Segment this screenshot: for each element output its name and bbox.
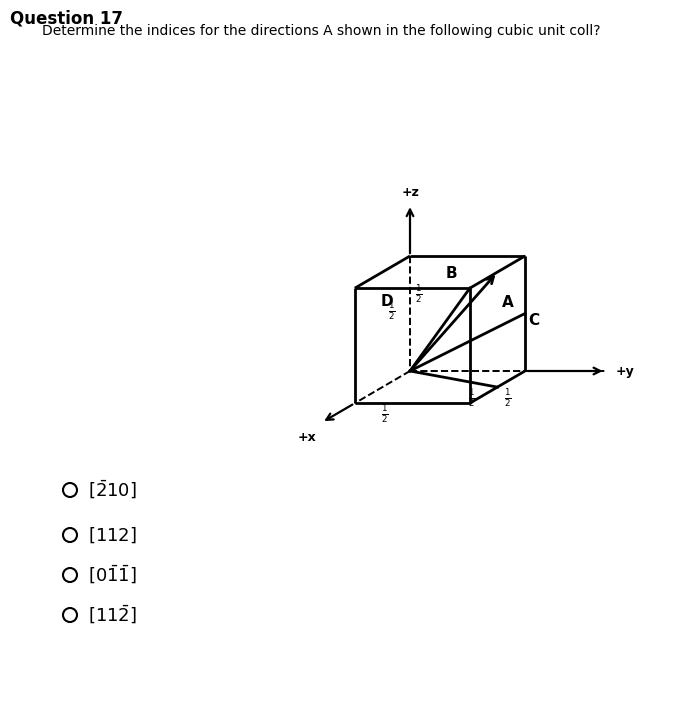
Text: D: D — [381, 294, 393, 309]
Text: $\frac{1}{2}$: $\frac{1}{2}$ — [381, 403, 388, 425]
Text: $[112]$: $[112]$ — [88, 526, 137, 545]
Text: $[11\bar{2}]$: $[11\bar{2}]$ — [88, 604, 137, 626]
Text: +z: +z — [402, 186, 420, 199]
Text: $[0\bar{1}\bar{1}]$: $[0\bar{1}\bar{1}]$ — [88, 564, 137, 586]
Text: Determine the indices for the directions A shown in the following cubic unit col: Determine the indices for the directions… — [42, 24, 601, 38]
Text: B: B — [446, 266, 458, 281]
Text: +y: +y — [615, 364, 634, 377]
Text: +x: +x — [298, 430, 316, 443]
Text: $\frac{1}{2}$: $\frac{1}{2}$ — [468, 387, 475, 409]
Text: $\frac{1}{2}$: $\frac{1}{2}$ — [415, 284, 423, 305]
Text: C: C — [528, 314, 540, 329]
Text: Question 17: Question 17 — [10, 10, 123, 28]
Text: $[\bar{2}10]$: $[\bar{2}10]$ — [88, 479, 137, 501]
Text: A: A — [502, 294, 514, 309]
Text: $\frac{1}{2}$: $\frac{1}{2}$ — [389, 301, 396, 322]
Text: $\frac{1}{2}$: $\frac{1}{2}$ — [505, 387, 512, 409]
